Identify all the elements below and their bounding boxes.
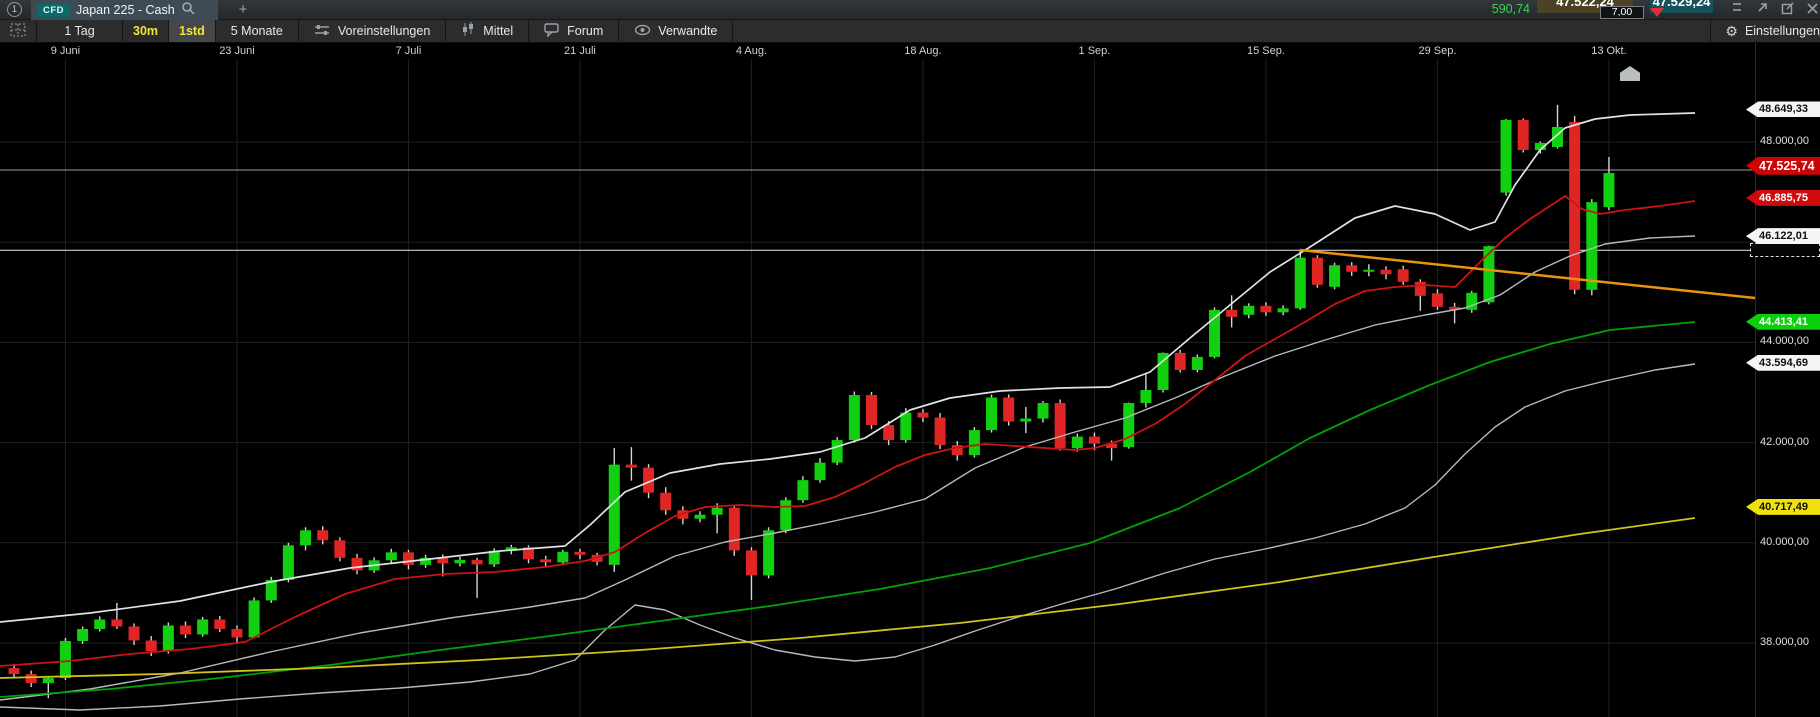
chart-toolbar: 1 Tag 30m 1std 5 Monate Voreinstellungen… bbox=[0, 20, 1820, 43]
layout-grid-icon bbox=[10, 23, 26, 40]
popout-arrow-icon[interactable] bbox=[1756, 1, 1769, 19]
tab-title: Japan 225 - Cash bbox=[76, 3, 175, 17]
change-value: 590,74 bbox=[1491, 2, 1530, 16]
ma-green-line bbox=[0, 321, 1696, 698]
forum-label: Forum bbox=[567, 24, 604, 38]
buy-price-button[interactable]: 47.529,24 bbox=[1650, 0, 1713, 13]
buy-price: 47.529,24 bbox=[1652, 0, 1711, 9]
ma-red-line bbox=[0, 195, 1696, 667]
forum-button[interactable]: Forum bbox=[529, 20, 620, 42]
new-tab-button[interactable]: + bbox=[238, 1, 248, 18]
presets-label: Voreinstellungen bbox=[337, 24, 431, 38]
presets-button[interactable]: Voreinstellungen bbox=[299, 20, 447, 42]
tab-bar: 1 CFD Japan 225 - Cash + 590,74 47.522,2… bbox=[0, 0, 1820, 20]
search-icon[interactable] bbox=[181, 1, 195, 20]
spread-value: 7,00 bbox=[1600, 6, 1644, 19]
indicators-label: Mittel bbox=[483, 24, 514, 38]
candlestick-chart[interactable] bbox=[0, 43, 1755, 717]
window-number: 1 bbox=[11, 4, 17, 14]
price-tick-label: 44.000,00 bbox=[1760, 335, 1809, 348]
settings-label: Einstellungen bbox=[1744, 24, 1820, 38]
eye-icon bbox=[634, 24, 651, 39]
sell-price: 47.522,24 bbox=[1556, 0, 1614, 9]
cfd-badge: CFD bbox=[37, 3, 71, 17]
range-5-months-button[interactable]: 5 Monate bbox=[216, 20, 299, 42]
related-button[interactable]: Verwandte bbox=[619, 20, 734, 42]
price-down-arrow-icon bbox=[1650, 8, 1664, 17]
settings-button[interactable]: ⚙ Einstellungen bbox=[1710, 20, 1820, 42]
ma-yellow-line bbox=[0, 517, 1696, 679]
gear-icon: ⚙ bbox=[1725, 23, 1738, 39]
bollinger-upper-line bbox=[0, 112, 1696, 623]
bollinger-lower-line bbox=[0, 363, 1696, 711]
window-number-icon: 1 bbox=[7, 2, 22, 17]
price-axis[interactable]: 48.000,00 44.000,00 42.000,00 40.000,00 38.0… bbox=[1755, 43, 1820, 717]
timeframe-1std-button[interactable]: 1std bbox=[169, 20, 216, 42]
instrument-tab[interactable]: CFD Japan 225 - Cash bbox=[31, 0, 218, 20]
candlestick-icon bbox=[461, 22, 476, 40]
bollinger-middle-line bbox=[0, 235, 1696, 701]
price-tick-label: 42.000,00 bbox=[1760, 435, 1809, 448]
price-tick-label: 40.000,00 bbox=[1760, 535, 1809, 548]
timeframe-30m-button[interactable]: 30m bbox=[123, 20, 170, 42]
layout-grid-button[interactable] bbox=[0, 20, 37, 42]
price-tick-label: 38.000,00 bbox=[1760, 636, 1809, 648]
stack-icon[interactable] bbox=[1732, 1, 1744, 20]
chart-marker-icon[interactable] bbox=[1620, 66, 1640, 81]
price-tick-label: 48.000,00 bbox=[1760, 135, 1809, 147]
related-label: Verwandte bbox=[658, 24, 718, 38]
open-external-icon[interactable] bbox=[1781, 1, 1795, 20]
indicators-button[interactable]: Mittel bbox=[446, 20, 530, 42]
close-icon[interactable] bbox=[1807, 1, 1818, 19]
sliders-icon bbox=[314, 23, 331, 40]
timeframe-1-day-button[interactable]: 1 Tag bbox=[37, 20, 123, 42]
trendline-orange[interactable] bbox=[1299, 248, 1755, 300]
speech-bubble-icon bbox=[544, 22, 560, 40]
